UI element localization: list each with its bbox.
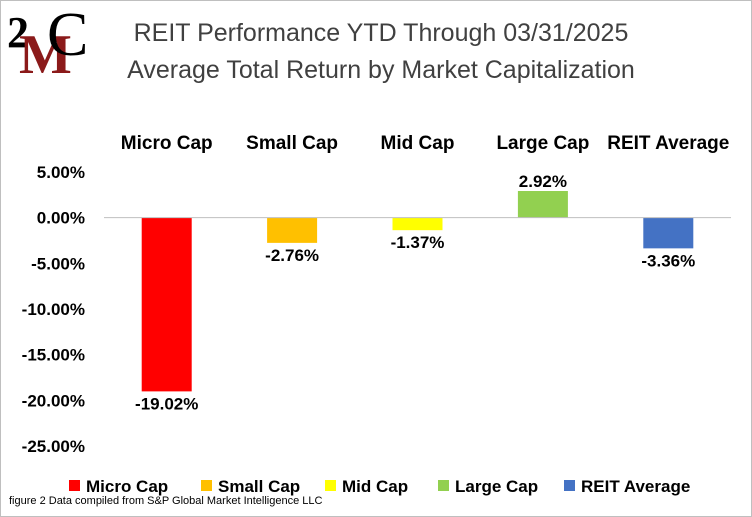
y-tick-label: 0.00% bbox=[37, 209, 85, 228]
y-tick-label: 5.00% bbox=[37, 163, 85, 182]
category-label: Large Cap bbox=[496, 133, 589, 154]
data-label: -2.76% bbox=[265, 246, 319, 265]
legend-swatch bbox=[564, 480, 575, 491]
legend-swatch bbox=[438, 480, 449, 491]
legend-label: Small Cap bbox=[218, 477, 300, 496]
legend-label: Large Cap bbox=[455, 477, 538, 496]
data-label: -19.02% bbox=[135, 394, 198, 413]
category-label: Micro Cap bbox=[121, 133, 213, 154]
y-tick-label: -5.00% bbox=[31, 254, 85, 273]
y-tick-label: -20.00% bbox=[22, 391, 85, 410]
company-logo: 2 M C bbox=[7, 5, 88, 77]
chart-subtitle: Average Total Return by Market Capitaliz… bbox=[127, 56, 635, 84]
data-label: -3.36% bbox=[641, 251, 695, 270]
y-tick-label: -25.00% bbox=[22, 437, 85, 456]
bar bbox=[392, 217, 443, 231]
bar bbox=[141, 217, 192, 392]
footnote: figure 2 Data compiled from S&P Global M… bbox=[9, 495, 323, 507]
bar bbox=[643, 217, 694, 249]
data-label: 2.92% bbox=[519, 172, 567, 191]
bar bbox=[267, 217, 318, 243]
legend-label: Micro Cap bbox=[86, 477, 168, 496]
legend-label: REIT Average bbox=[581, 477, 690, 496]
data-label: -1.37% bbox=[391, 233, 445, 252]
chart-title: REIT Performance YTD Through 03/31/2025 bbox=[133, 19, 629, 47]
y-tick-label: -15.00% bbox=[22, 346, 85, 365]
category-label: REIT Average bbox=[607, 133, 729, 154]
bar bbox=[517, 190, 568, 218]
logo-digit: 2 bbox=[7, 8, 29, 57]
legend-swatch bbox=[325, 480, 336, 491]
logo-letter-c: C bbox=[47, 5, 88, 69]
category-label: Small Cap bbox=[246, 133, 338, 154]
y-tick-label: -10.00% bbox=[22, 300, 85, 319]
legend-swatch bbox=[201, 480, 212, 491]
logo-letter-m: M bbox=[19, 24, 72, 77]
category-label: Mid Cap bbox=[381, 133, 455, 154]
legend-swatch bbox=[69, 480, 80, 491]
legend-label: Mid Cap bbox=[342, 477, 408, 496]
